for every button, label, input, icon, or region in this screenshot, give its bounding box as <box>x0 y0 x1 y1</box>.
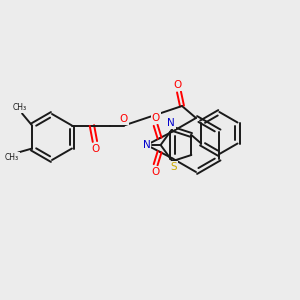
Text: N: N <box>167 118 175 128</box>
Text: O: O <box>152 167 160 177</box>
Text: N: N <box>143 140 151 150</box>
Text: O: O <box>120 115 128 124</box>
Text: S: S <box>170 162 177 172</box>
Text: O: O <box>120 115 128 124</box>
Text: O: O <box>92 143 100 154</box>
Text: O: O <box>174 80 182 90</box>
Text: CH₃: CH₃ <box>13 103 27 112</box>
Text: O: O <box>152 113 160 123</box>
Text: CH₃: CH₃ <box>5 153 19 162</box>
